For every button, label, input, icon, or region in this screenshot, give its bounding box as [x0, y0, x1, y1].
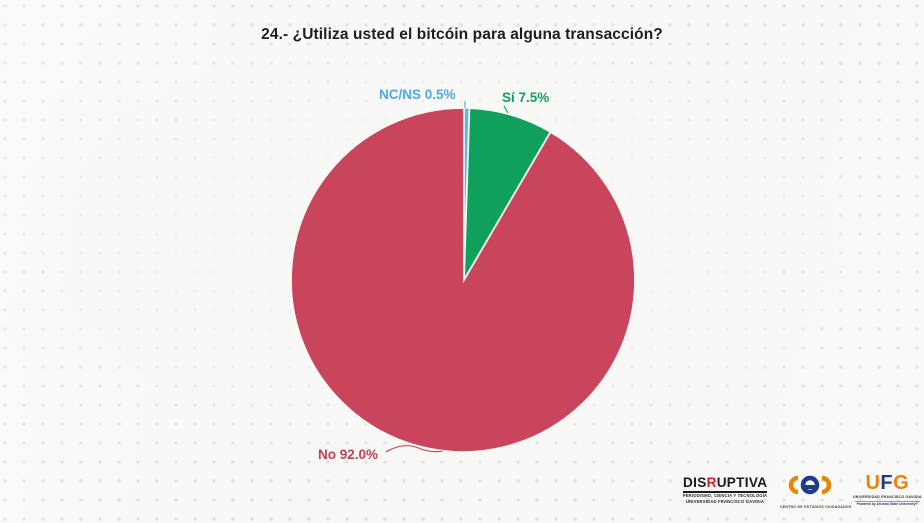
disruptiva-word-dis: DIS: [683, 474, 707, 490]
ufg-wordmark: UFG: [853, 473, 922, 493]
disruptiva-word-uptiva: UPTIVA: [716, 474, 768, 490]
page-title: 24.- ¿Utiliza usted el bitcóin para algu…: [261, 26, 663, 43]
pie-label-ncns: NC/NS 0.5%: [379, 87, 456, 102]
disruptiva-word-accent-r: R: [706, 474, 717, 490]
ufg-letter-u: U: [865, 472, 881, 495]
leader-line-si: [503, 105, 509, 114]
disruptiva-logo[interactable]: DISRUPTIVA PERIODISMO, CIENCIA Y TECNOLO…: [683, 476, 767, 504]
ufg-powered-brand: Arizona State University®: [876, 502, 918, 507]
ufg-logo[interactable]: UFG UNIVERSIDAD FRANCISCO GAVIDIA Powere…: [853, 473, 922, 506]
cec-subtitle: CENTRO DE ESTUDIOS CIUDADANOS: [780, 504, 852, 509]
pie-slice-no[interactable]: [290, 107, 636, 453]
ufg-letter-f: F: [880, 472, 894, 495]
ufg-subtitle: UNIVERSIDAD FRANCISCO GAVIDIA: [853, 494, 922, 499]
cec-logo[interactable]: CENTRO DE ESTUDIOS CIUDADANOS: [780, 472, 852, 509]
cec-roundel-icon: [788, 475, 832, 494]
disruptiva-wordmark: DISRUPTIVA: [683, 476, 767, 490]
disruptiva-divider-bar: [683, 491, 767, 493]
footer-logo-bar: DISRUPTIVA PERIODISMO, CIENCIA Y TECNOLO…: [683, 466, 922, 514]
pie-label-no: No 92.0%: [318, 447, 379, 462]
ufg-letter-g: G: [893, 472, 910, 495]
ufg-powered-by: Powered by Arizona State University®: [853, 502, 922, 507]
ufg-powered-prefix: Powered by: [856, 502, 877, 507]
pie-label-si: Sí 7.5%: [502, 90, 550, 105]
ufg-divider-rule: [855, 500, 920, 502]
disruptiva-subtitle-1: PERIODISMO, CIENCIA Y TECNOLOGÍA: [682, 493, 768, 499]
leader-line-no: [385, 445, 444, 453]
disruptiva-subtitle-2: UNIVERSIDAD FRANCISCO GAVIDIA: [685, 498, 765, 504]
